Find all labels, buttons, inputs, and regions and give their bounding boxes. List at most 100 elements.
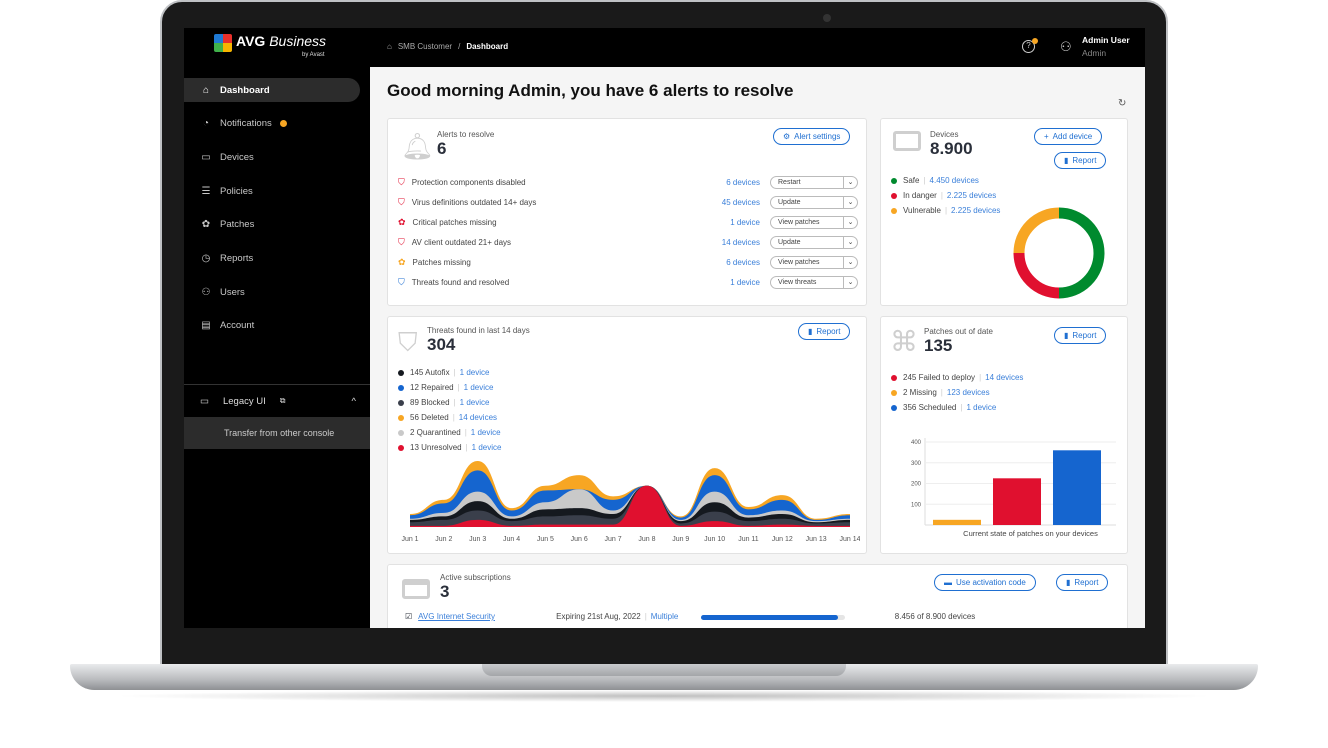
sidebar-item-patches[interactable]: ✿ Patches (184, 213, 360, 237)
action-label: View patches (778, 218, 820, 226)
x-tick-label: Jun 7 (605, 536, 622, 543)
screen: AVG Business by Avast ⌂ SMB Customer / Dash… (184, 28, 1145, 628)
legend-item: 56 Deleted | 14 devices (398, 413, 497, 422)
chevron-down-icon[interactable]: ⌄ (843, 276, 857, 288)
sidebar-item-label: Devices (220, 151, 254, 163)
y-tick-label: 200 (911, 482, 922, 488)
subscription-row: ☑ AVG Internet Security Expiring 21st Au… (405, 611, 1125, 623)
bell-icon: 🔔︎ (401, 131, 435, 161)
legend-dot (891, 207, 897, 214)
checkbox-icon[interactable]: ☑ (405, 612, 413, 621)
add-device-button[interactable]: + Add device (1034, 128, 1103, 145)
avg-logo-icon (214, 34, 232, 52)
bar-failed-to-deploy (993, 478, 1041, 525)
use-activation-code-button[interactable]: ▬ Use activation code (934, 574, 1036, 591)
alert-action-dropdown[interactable]: Restart ⌄ (770, 175, 858, 189)
alert-settings-button[interactable]: ⚙ Alert settings (773, 128, 851, 145)
label: Report (1072, 331, 1097, 340)
legend-devices-link[interactable]: 1 device (471, 443, 502, 452)
user-name: Admin User (1082, 35, 1130, 45)
chevron-down-icon[interactable]: ⌄ (843, 176, 857, 188)
chevron-up-icon: ^ (351, 395, 356, 407)
subscription-type[interactable]: Multiple (650, 612, 679, 621)
patches-report-button[interactable]: ▮ Report (1054, 327, 1107, 344)
sidebar-item-dashboard[interactable]: ⌂ Dashboard (184, 78, 360, 102)
area-series-unresolved (410, 485, 850, 527)
legend-dot (398, 384, 404, 391)
user-menu[interactable]: Admin User Admin (1082, 35, 1130, 58)
bar-chart-icon: ▮ (1064, 331, 1069, 340)
x-tick-label: Jun 12 (772, 536, 793, 543)
chevron-down-icon[interactable]: ⌄ (843, 236, 857, 248)
legend-label: 12 Repaired (410, 383, 454, 392)
chevron-down-icon[interactable]: ⌄ (843, 196, 857, 208)
sidebar-item-users[interactable]: ⚇ Users (184, 280, 360, 304)
legend-devices-link[interactable]: 1 device (470, 428, 501, 437)
legend-devices-link[interactable]: 2.225 devices (946, 191, 997, 200)
chevron-down-icon[interactable]: ⌄ (843, 216, 857, 228)
legend-dot (398, 429, 404, 436)
x-tick-label: Jun 8 (638, 536, 655, 543)
transfer-console-link[interactable]: Transfer from other console (184, 417, 370, 449)
legend-devices-link[interactable]: 1 device (459, 398, 490, 407)
patch-icon: ✿ (398, 256, 406, 267)
shield-icon: ⛉ (398, 196, 405, 207)
legend-dot (398, 399, 404, 406)
notification-badge (279, 120, 287, 128)
alert-devices-link[interactable]: 14 devices (721, 237, 760, 247)
refresh-icon[interactable]: ↻ (1118, 98, 1127, 109)
alert-devices-link[interactable]: 1 device (730, 217, 760, 227)
alert-action-dropdown[interactable]: Update ⌄ (770, 235, 858, 249)
x-tick-label: Jun 10 (704, 536, 725, 543)
sidebar-item-devices[interactable]: ▭ Devices (184, 145, 360, 169)
alert-action-dropdown[interactable]: Update ⌄ (770, 195, 858, 209)
legend-devices-link[interactable]: 1 device (463, 383, 494, 392)
sep: | (960, 403, 963, 412)
legend-item: 356 Scheduled | 1 device (891, 403, 996, 412)
help-icon[interactable]: ? (1022, 38, 1038, 53)
logo[interactable]: AVG Business (214, 33, 326, 52)
legend-devices-link[interactable]: 1 device (966, 403, 997, 412)
sep: | (923, 176, 926, 185)
legend-devices-link[interactable]: 14 devices (985, 373, 1024, 382)
sidebar-item-account[interactable]: ▤ Account (184, 314, 360, 338)
alert-label: Threats found and resolved (411, 277, 510, 287)
legend-dot (891, 177, 897, 184)
legend-dot (891, 389, 897, 396)
user-icon[interactable]: ⚇ (1060, 39, 1072, 54)
brand: AVG Business (236, 33, 327, 49)
legend-item: 245 Failed to deploy | 14 devices (891, 373, 1023, 382)
alert-action-dropdown[interactable]: View patches ⌄ (770, 215, 858, 229)
legend-label: 245 Failed to deploy (903, 373, 976, 382)
sidebar-item-policies[interactable]: ☰ Policies (184, 179, 360, 203)
legend-devices-link[interactable]: 2.225 devices (951, 206, 1001, 215)
sidebar-item-notifications[interactable]: ◔ Notifications (184, 112, 360, 136)
sidebar-item-reports[interactable]: ◷ Reports (184, 247, 360, 271)
breadcrumb-item[interactable]: SMB Customer (397, 42, 453, 51)
subscriptions-report-button[interactable]: ▮ Report (1056, 574, 1109, 591)
legend-item: 2 Quarantined | 1 device (398, 428, 501, 437)
legend-devices-link[interactable]: 14 devices (458, 413, 498, 422)
chevron-down-icon[interactable]: ⌄ (843, 256, 857, 268)
patches-count: 135 (924, 336, 953, 355)
sidebar-item-label: Reports (220, 253, 254, 264)
threats-report-button[interactable]: ▮ Report (798, 323, 851, 340)
alert-label: AV client outdated 21+ days (411, 237, 512, 247)
alert-devices-link[interactable]: 45 devices (721, 197, 760, 207)
alert-devices-link[interactable]: 6 devices (726, 177, 760, 187)
plus-icon: + (1044, 132, 1049, 141)
devices-report-button[interactable]: ▮ Report (1054, 152, 1107, 169)
legend-devices-link[interactable]: 4.450 devices (929, 176, 979, 185)
alert-devices-link[interactable]: 1 device (730, 277, 760, 287)
alert-devices-link[interactable]: 6 devices (726, 257, 760, 267)
legend-devices-link[interactable]: 123 devices (946, 388, 990, 397)
legacy-ui-toggle[interactable]: ▭ Legacy UI ⧉ ^ (184, 385, 370, 417)
card-icon: ▬ (944, 578, 952, 587)
x-tick-label: Jun 5 (537, 536, 554, 543)
subscription-name[interactable]: AVG Internet Security (418, 612, 495, 621)
alert-row: ⛉ Virus definitions outdated 14+ days 45 d… (398, 195, 858, 209)
alert-action-dropdown[interactable]: View threats ⌄ (770, 275, 858, 289)
legend-devices-link[interactable]: 1 device (459, 368, 490, 377)
alert-action-dropdown[interactable]: View patches ⌄ (770, 255, 858, 269)
home-icon[interactable]: ⌂ (387, 42, 392, 51)
